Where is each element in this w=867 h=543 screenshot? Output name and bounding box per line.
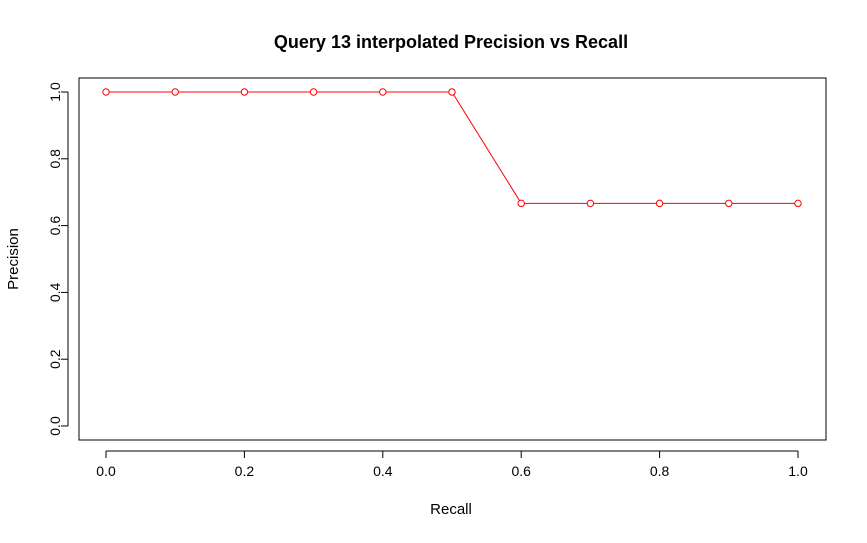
x-tick-label: 1.0 [788,463,808,479]
data-point [171,88,179,96]
data-point [102,88,110,96]
x-tick-label: 0.8 [650,463,670,479]
data-point [379,88,387,96]
data-point [448,88,456,96]
series-line [106,91,798,204]
y-tick-label: 1.0 [47,82,63,102]
y-tick-label: 0.6 [47,216,63,236]
y-tick-label: 0.2 [47,349,63,369]
data-point [655,199,664,208]
y-axis: 0.0 0.2 0.4 0.6 0.8 1.0 [47,82,69,436]
x-tick-label: 0.0 [96,463,116,479]
data-point [794,199,802,208]
y-tick-label: 0.4 [47,282,63,302]
series-layer [102,88,802,208]
data-point [586,199,595,208]
x-axis-title: Recall [430,501,472,518]
data-point [725,199,733,208]
y-tick-label: 0.8 [47,149,63,169]
x-axis: 0.0 0.2 0.4 0.6 0.8 1.0 [96,450,808,479]
plot-frame [78,77,827,441]
x-tick-label: 0.4 [373,463,393,479]
x-tick-label: 0.2 [235,463,255,479]
x-tick-label: 0.6 [511,463,531,479]
y-axis-title: Precision [5,228,22,290]
data-point [240,88,249,96]
y-tick-label: 0.0 [47,416,63,436]
data-point [517,199,525,208]
chart-title: Query 13 interpolated Precision vs Recal… [274,32,628,52]
data-point [309,88,318,96]
